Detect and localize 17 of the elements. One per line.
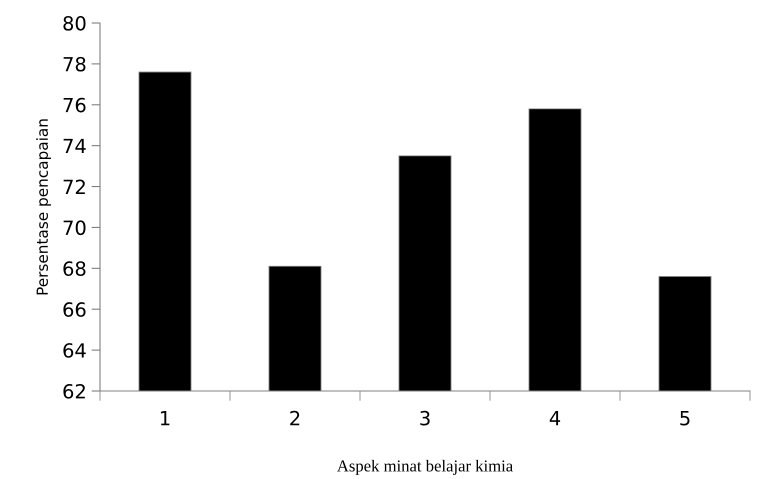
x-tick-label: 1 [160,411,170,426]
y-tick-label: 80 [63,16,86,31]
y-tick-label: 74 [64,138,86,154]
y-tick-label: 70 [64,220,86,236]
x-tick-label: 5 [680,411,690,426]
y-tick-label: 72 [64,180,85,194]
x-tick-label: 3 [420,410,430,426]
y-tick-label: 76 [64,98,86,112]
y-tick-label: 68 [63,261,86,276]
x-axis-title: Aspek minat belajar kimia [336,460,513,475]
y-tick-label: 78 [64,56,86,72]
y-axis-title: Persentase pencapaian [36,119,51,294]
y-tick-label: 64 [63,343,86,358]
y-tick-label: 66 [63,302,86,317]
x-tick-label: 2 [290,410,300,426]
x-tick-label: 4 [550,411,560,426]
y-tick-label: 62 [63,384,85,399]
